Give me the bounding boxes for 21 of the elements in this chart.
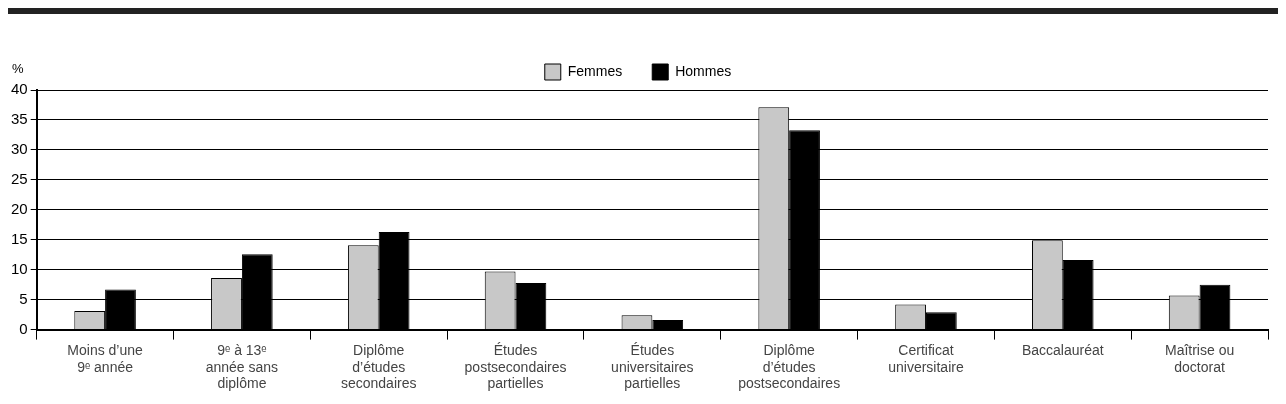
y-tick-label: 35 bbox=[11, 110, 28, 128]
y-tick-label: 30 bbox=[11, 140, 28, 158]
x-tick-label: Maîtrise ou doctorat bbox=[1164, 341, 1235, 375]
y-tick-label: 0 bbox=[19, 319, 28, 337]
y-axis-title: % bbox=[12, 61, 24, 77]
y-tick-label: 25 bbox=[11, 169, 28, 187]
x-tick-label: Études universitaires partielles bbox=[611, 341, 694, 392]
y-tick-label: 40 bbox=[11, 80, 28, 98]
y-tick-label: 5 bbox=[19, 289, 28, 307]
y-tick-label: 15 bbox=[11, 229, 28, 247]
x-tick-label: 9ᵉ à 13ᵉ année sans diplôme bbox=[205, 341, 279, 392]
x-tick-label: Diplôme d’études secondaires bbox=[340, 341, 417, 392]
x-tick-label: Certificat universitaire bbox=[888, 341, 964, 375]
x-tick-label: Études postsecondaires partielles bbox=[464, 341, 567, 392]
x-tick-label: Baccalauréat bbox=[1021, 341, 1104, 358]
y-tick-label: 20 bbox=[11, 199, 28, 217]
x-tick-label: Moins d’une 9ᵉ année bbox=[67, 341, 144, 375]
y-tick-label: 10 bbox=[11, 259, 28, 277]
legend-label: Hommes bbox=[675, 62, 732, 79]
x-tick-label: Diplôme d’études postsecondaires bbox=[738, 341, 841, 392]
legend-label: Femmes bbox=[567, 62, 623, 79]
